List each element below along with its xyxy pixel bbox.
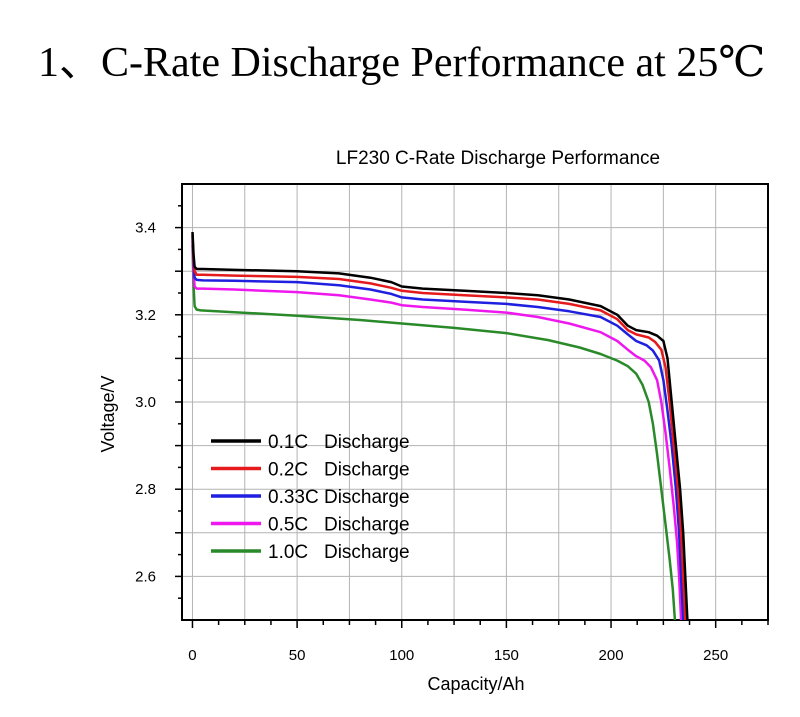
x-axis-title: Capacity/Ah	[427, 674, 524, 694]
legend: 0.1C Discharge 0.2C Discharge 0.33C Discha…	[211, 432, 410, 563]
y-tick-label: 2.8	[135, 481, 156, 498]
y-tick-label: 3.2	[135, 307, 156, 324]
legend-label: 0.2C Discharge	[268, 460, 410, 481]
heading-text: C-Rate Discharge Performance at 25℃	[101, 40, 766, 86]
legend-label: 0.33C Discharge	[268, 487, 410, 508]
x-tick-label: 50	[289, 647, 306, 664]
series-line-01C	[191, 231, 689, 620]
y-tick-label: 3.0	[135, 394, 156, 411]
y-axis-title: Voltage/V	[98, 375, 118, 452]
page-heading: 1、C-Rate Discharge Performance at 25℃	[38, 28, 765, 89]
x-tick-label: 100	[389, 647, 414, 664]
x-tick-label: 0	[188, 647, 196, 664]
legend-label: 0.5C Discharge	[268, 515, 410, 536]
legend-label: 1.0C Discharge	[268, 542, 410, 563]
y-tick-label: 3.4	[135, 220, 156, 237]
series-line-033C	[191, 236, 685, 620]
x-tick-label: 250	[703, 647, 728, 664]
y-tick-label: 2.6	[135, 568, 156, 585]
series-group	[191, 231, 689, 620]
series-line-02C	[191, 234, 687, 620]
x-tick-label: 200	[599, 647, 624, 664]
heading-number: 1、	[38, 40, 102, 86]
axis-ticks: 0 50 100 150 200 250 2.6 2.8 3.0 3.2 3.4	[135, 205, 769, 664]
series-line-10C	[191, 244, 677, 620]
series-line-05C	[191, 240, 683, 620]
x-tick-label: 150	[494, 647, 519, 664]
chart-title: LF230 C-Rate Discharge Performance	[336, 148, 660, 169]
legend-label: 0.1C Discharge	[268, 432, 410, 453]
